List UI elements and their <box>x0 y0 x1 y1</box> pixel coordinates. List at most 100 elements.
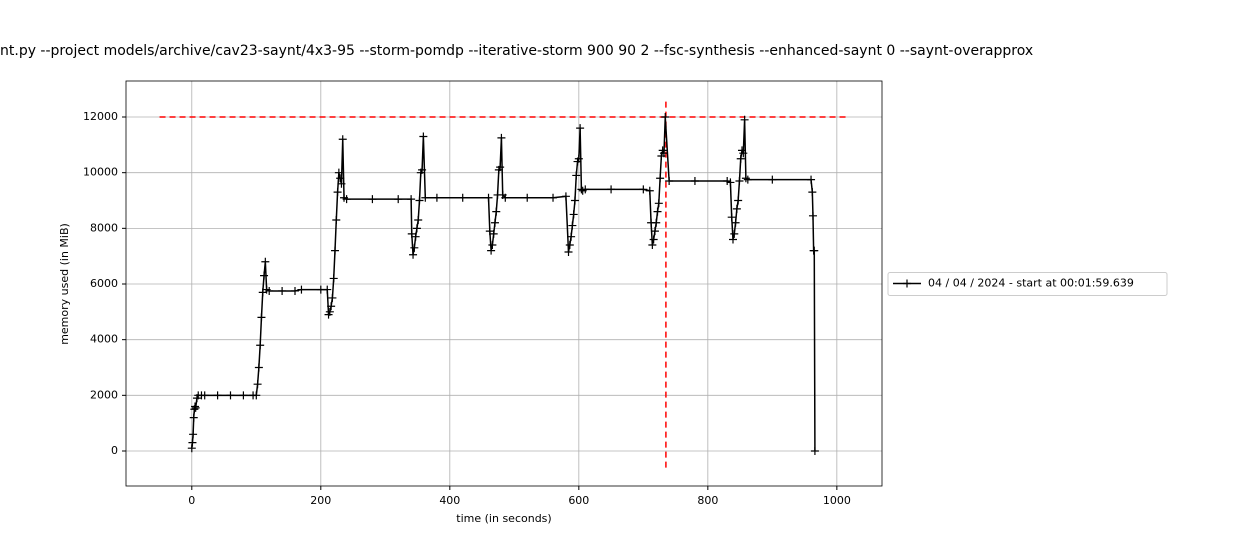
data-marker <box>432 193 441 202</box>
data-marker <box>338 135 347 144</box>
data-marker <box>728 235 737 244</box>
data-marker <box>252 391 261 400</box>
data-marker <box>189 430 198 439</box>
x-tick-label: 800 <box>697 494 718 507</box>
data-marker <box>265 286 274 295</box>
data-marker <box>607 185 616 194</box>
data-marker <box>639 185 648 194</box>
x-tick-label: 400 <box>439 494 460 507</box>
y-tick-label: 12000 <box>83 110 118 123</box>
data-marker <box>501 193 510 202</box>
data-marker <box>261 257 270 266</box>
y-tick-label: 6000 <box>90 277 118 290</box>
data-marker <box>690 177 699 186</box>
data-marker <box>734 196 743 205</box>
axes-frame <box>125 80 883 487</box>
y-tick-label: 0 <box>111 444 118 457</box>
data-marker <box>496 163 505 172</box>
data-marker <box>732 204 741 213</box>
data-marker <box>652 218 661 227</box>
y-tick-label: 8000 <box>90 221 118 234</box>
data-marker <box>810 446 819 455</box>
data-marker <box>458 193 467 202</box>
data-marker <box>260 271 269 280</box>
data-marker <box>650 227 659 236</box>
data-marker <box>200 391 209 400</box>
data-marker <box>484 193 493 202</box>
data-marker <box>661 113 670 122</box>
data-marker <box>739 149 748 158</box>
data-marker <box>743 175 752 184</box>
legend-marker <box>903 279 911 288</box>
data-marker <box>731 218 740 227</box>
data-marker <box>411 232 420 241</box>
data-marker <box>570 196 579 205</box>
x-tick-label: 600 <box>568 494 589 507</box>
data-marker <box>253 380 262 389</box>
data-marker <box>807 175 816 184</box>
data-marker <box>368 195 377 204</box>
data-marker <box>327 302 336 311</box>
data-marker <box>665 177 674 186</box>
data-marker <box>740 115 749 124</box>
data-marker <box>487 246 496 255</box>
data-marker <box>187 444 196 453</box>
data-marker <box>226 391 235 400</box>
legend-box <box>887 272 1168 296</box>
data-marker <box>297 285 306 294</box>
data-marker <box>394 195 403 204</box>
data-marker <box>291 286 300 295</box>
y-tick-label: 4000 <box>90 333 118 346</box>
data-marker <box>735 177 744 186</box>
x-axis-label: time (in seconds) <box>456 512 551 525</box>
data-marker <box>567 232 576 241</box>
data-marker <box>581 185 590 194</box>
data-marker <box>257 313 266 322</box>
data-marker <box>488 241 497 250</box>
data-marker <box>418 165 427 174</box>
legend-label: 04 / 04 / 2024 - start at 00:01:59.639 <box>928 277 1134 290</box>
x-tick-label: 1000 <box>823 494 851 507</box>
data-marker <box>421 193 430 202</box>
data-marker <box>414 215 423 224</box>
data-marker <box>572 171 581 180</box>
data-marker <box>523 193 532 202</box>
data-marker <box>191 403 200 412</box>
data-marker <box>569 210 578 219</box>
data-marker <box>564 247 573 256</box>
data-marker <box>497 133 506 142</box>
data-marker <box>659 149 668 158</box>
data-marker <box>407 195 416 204</box>
data-marker <box>323 285 332 294</box>
data-marker <box>332 215 341 224</box>
data-marker <box>189 413 198 422</box>
data-marker <box>568 221 577 230</box>
chart-title: nt.py --project models/archive/cav23-say… <box>0 43 1033 59</box>
data-marker <box>412 224 421 233</box>
data-marker <box>490 218 499 227</box>
data-marker <box>419 132 428 141</box>
data-marker <box>342 195 351 204</box>
y-axis-label: memory used (in MiB) <box>58 223 71 345</box>
x-tick-label: 0 <box>188 494 195 507</box>
data-marker <box>727 213 736 222</box>
data-marker <box>415 196 424 205</box>
data-marker <box>810 246 819 255</box>
data-marker <box>337 179 346 188</box>
data-marker <box>648 241 657 250</box>
data-marker <box>329 274 338 283</box>
data-marker <box>191 402 200 411</box>
data-marker <box>808 188 817 197</box>
data-marker <box>410 243 419 252</box>
data-marker <box>333 188 342 197</box>
data-marker <box>726 178 735 187</box>
data-marker <box>576 124 585 133</box>
data-marker <box>649 235 658 244</box>
data-marker <box>561 192 570 201</box>
data-marker <box>256 341 265 350</box>
data-marker <box>730 229 739 238</box>
data-marker <box>188 438 197 447</box>
data-marker <box>549 193 558 202</box>
